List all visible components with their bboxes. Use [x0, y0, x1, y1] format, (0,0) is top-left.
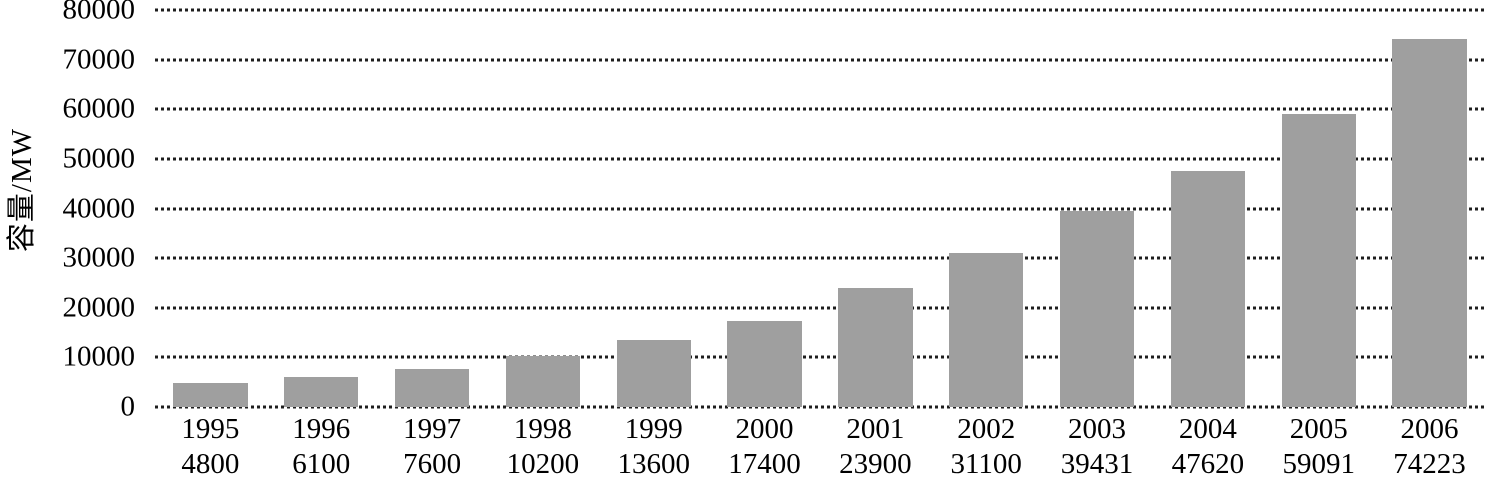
x-tick-value: 13600: [617, 448, 690, 480]
bar-slot: [1374, 10, 1485, 407]
y-tick-label: 20000: [62, 291, 136, 324]
x-tick: 1997 7600: [377, 412, 488, 482]
x-tick: 2002 31100: [931, 412, 1042, 482]
x-tick-value: 74223: [1393, 448, 1466, 480]
x-tick: 2006 74223: [1374, 412, 1485, 482]
bar-slot: [155, 10, 266, 407]
bar-1996: [284, 376, 359, 407]
x-tick-value: 6100: [292, 448, 351, 480]
gridlines: [155, 8, 1485, 409]
bar-2002: [949, 252, 1024, 407]
y-axis-ticks: 0 10000 20000 30000 40000 50000 60000 70000 8000…: [0, 0, 136, 421]
y-tick-label: 80000: [62, 0, 136, 26]
bar-slot: [709, 10, 820, 407]
x-tick: 1998 10200: [487, 412, 598, 482]
bar-slot: [266, 10, 377, 407]
y-tick-label: 70000: [62, 43, 136, 76]
gridline: [155, 256, 1485, 260]
gridline: [155, 306, 1485, 310]
bar-1998: [505, 356, 581, 407]
gridline: [155, 355, 1485, 359]
x-tick-value: 17400: [728, 448, 801, 480]
x-tick-value: 59091: [1282, 448, 1355, 480]
x-tick-year: 1998: [513, 413, 572, 445]
bar-2006: [1392, 38, 1467, 407]
x-tick-value: 4800: [181, 448, 240, 480]
x-tick-year: 2000: [735, 413, 794, 445]
x-tick-year: 2004: [1178, 413, 1237, 445]
x-tick-value: 47620: [1171, 448, 1245, 480]
x-tick: 1995 4800: [155, 412, 266, 482]
bar-2004: [1170, 170, 1245, 407]
x-tick-value: 10200: [506, 448, 580, 480]
bar-1997: [394, 369, 470, 407]
bar-slot: [598, 10, 709, 407]
y-tick-label: 60000: [62, 92, 136, 125]
y-tick-label: 40000: [62, 192, 136, 224]
gridline: [155, 58, 1485, 62]
x-tick-year: 2006: [1400, 413, 1459, 445]
gridline: [155, 8, 1485, 12]
x-tick-year: 1997: [403, 413, 462, 445]
gridline: [155, 405, 1485, 409]
x-tick-year: 1996: [292, 413, 351, 445]
bar-slot: [487, 10, 598, 407]
x-tick: 2005 59091: [1263, 412, 1374, 482]
bar-1999: [616, 339, 691, 407]
bar-slot: [1152, 10, 1263, 407]
bar-1995: [173, 383, 248, 407]
x-tick-year: 2005: [1289, 413, 1348, 445]
x-tick-value: 31100: [950, 448, 1022, 480]
bar-2003: [1059, 211, 1135, 407]
x-tick: 1996 6100: [266, 412, 377, 482]
x-tick: 2004 47620: [1152, 412, 1263, 482]
x-tick-value: 7600: [403, 448, 462, 480]
bar-slot: [377, 10, 488, 407]
x-tick-year: 2002: [957, 413, 1016, 445]
gridline: [155, 157, 1485, 161]
bar-slot: [1042, 10, 1153, 407]
bar-2001: [838, 288, 913, 407]
x-axis-labels: 1995 4800 1996 6100 1997 7600 1998 10200 1999 136…: [155, 412, 1485, 482]
x-tick-year: 2003: [1068, 413, 1127, 445]
y-tick-label: 0: [120, 390, 136, 423]
bars: [155, 10, 1485, 407]
y-tick-label: 50000: [62, 142, 136, 175]
y-tick-label: 10000: [62, 340, 136, 373]
bar-slot: [820, 10, 931, 407]
plot-area: [155, 8, 1485, 409]
x-tick-value: 23900: [839, 448, 912, 480]
bar-slot: [931, 10, 1042, 407]
x-tick-value: 39431: [1060, 448, 1134, 480]
x-tick: 2000 17400: [709, 412, 820, 482]
x-tick: 2003 39431: [1042, 412, 1153, 482]
x-tick: 2001 23900: [820, 412, 931, 482]
y-tick-label: 30000: [62, 241, 136, 274]
x-tick: 1999 13600: [598, 412, 709, 482]
x-tick-year: 1999: [624, 413, 683, 445]
x-tick-year: 1995: [181, 413, 240, 445]
gridline: [155, 107, 1485, 111]
x-tick-year: 2001: [846, 413, 905, 445]
bar-2005: [1281, 113, 1356, 407]
bar-2000: [727, 320, 802, 407]
bar-slot: [1263, 10, 1374, 407]
gridline: [155, 207, 1485, 210]
